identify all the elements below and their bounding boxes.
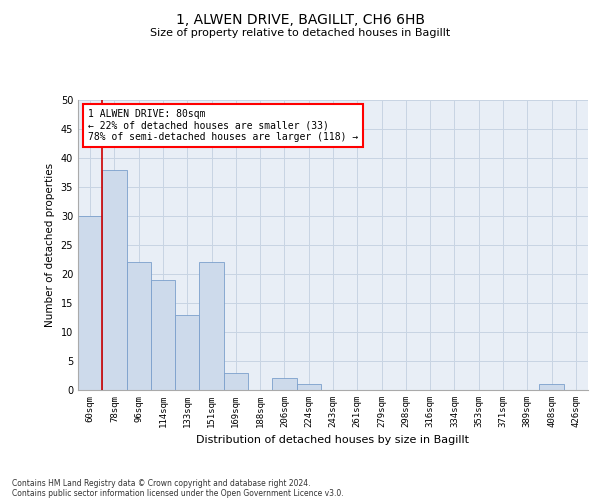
Bar xyxy=(272,378,296,390)
Text: Size of property relative to detached houses in Bagillt: Size of property relative to detached ho… xyxy=(150,28,450,38)
Bar xyxy=(102,170,127,390)
Bar xyxy=(224,372,248,390)
Y-axis label: Number of detached properties: Number of detached properties xyxy=(45,163,55,327)
Bar xyxy=(151,280,175,390)
Bar xyxy=(78,216,102,390)
Bar xyxy=(199,262,224,390)
Text: Contains HM Land Registry data © Crown copyright and database right 2024.: Contains HM Land Registry data © Crown c… xyxy=(12,478,311,488)
Text: 1 ALWEN DRIVE: 80sqm
← 22% of detached houses are smaller (33)
78% of semi-detac: 1 ALWEN DRIVE: 80sqm ← 22% of detached h… xyxy=(88,108,358,142)
Bar xyxy=(175,314,199,390)
Bar xyxy=(539,384,564,390)
Text: Contains public sector information licensed under the Open Government Licence v3: Contains public sector information licen… xyxy=(12,488,344,498)
Text: 1, ALWEN DRIVE, BAGILLT, CH6 6HB: 1, ALWEN DRIVE, BAGILLT, CH6 6HB xyxy=(176,12,425,26)
X-axis label: Distribution of detached houses by size in Bagillt: Distribution of detached houses by size … xyxy=(197,436,470,446)
Bar xyxy=(127,262,151,390)
Bar xyxy=(296,384,321,390)
